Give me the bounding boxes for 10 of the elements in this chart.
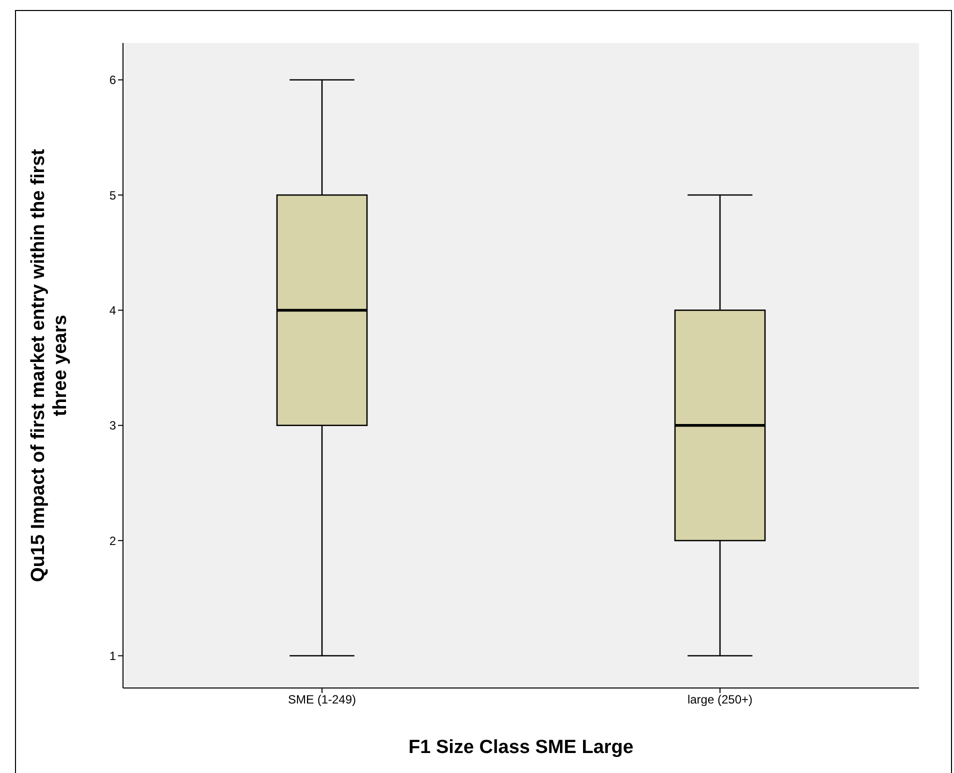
y-tick-label: 5 <box>109 188 116 202</box>
x-tick-label: large (250+) <box>687 692 753 707</box>
y-tick-label: 4 <box>109 303 116 318</box>
x-axis-title: F1 Size Class SME Large <box>408 737 634 758</box>
y-tick-label: 2 <box>109 534 116 548</box>
y-tick-label: 1 <box>109 649 116 664</box>
y-tick-label: 3 <box>109 418 116 433</box>
x-tick-label: SME (1-249) <box>288 692 356 707</box>
y-axis-title: Qu15 Impact of first market entry within the first three years <box>28 148 71 582</box>
y-tick-label: 6 <box>109 73 116 88</box>
